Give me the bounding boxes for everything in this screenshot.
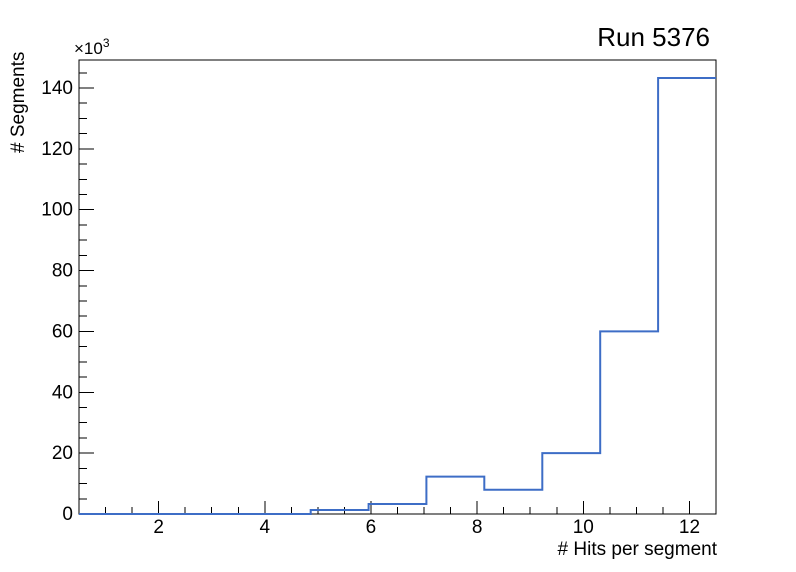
y-axis-multiplier: ×103 bbox=[74, 36, 110, 58]
y-axis-multiplier-base: ×10 bbox=[74, 39, 103, 58]
plot-title: Run 5376 bbox=[597, 22, 710, 52]
x-tick-label: 2 bbox=[153, 517, 164, 538]
plot-frame bbox=[78, 59, 717, 515]
y-tick-label: 120 bbox=[41, 139, 73, 160]
x-tick-label: 8 bbox=[472, 517, 483, 538]
x-tick-label: 4 bbox=[260, 517, 271, 538]
y-tick-label: 100 bbox=[41, 200, 73, 221]
y-tick-label: 0 bbox=[62, 504, 73, 525]
y-axis-multiplier-exponent: 3 bbox=[103, 36, 110, 50]
y-tick-label: 20 bbox=[52, 443, 73, 464]
y-tick-label: 60 bbox=[52, 321, 73, 342]
y-tick-label: 140 bbox=[41, 78, 73, 99]
y-axis-title: # Segments bbox=[8, 52, 29, 153]
x-tick-label: 6 bbox=[366, 517, 377, 538]
axis-ticks bbox=[79, 72, 690, 514]
histogram-step-line bbox=[79, 77, 716, 515]
y-tick-label: 80 bbox=[52, 261, 73, 282]
x-axis-title: # Hits per segment bbox=[558, 539, 718, 560]
x-tick-label: 10 bbox=[573, 517, 594, 538]
y-tick-label: 40 bbox=[52, 382, 73, 403]
x-tick-label: 12 bbox=[679, 517, 700, 538]
